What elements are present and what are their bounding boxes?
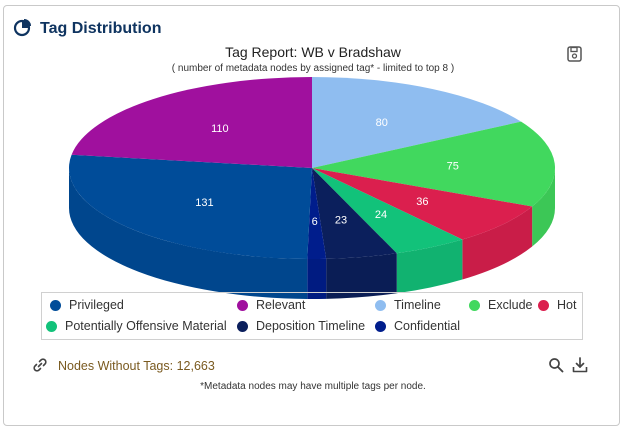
legend-label: Privileged xyxy=(69,298,124,312)
legend-label: Timeline xyxy=(394,298,441,312)
pie-data-label: 110 xyxy=(211,123,229,135)
pie-slice-privileged[interactable] xyxy=(69,154,312,259)
chart-subtitle: ( number of metadata nodes by assigned t… xyxy=(171,63,455,74)
legend-marker xyxy=(50,299,61,311)
legend-item-relevant[interactable]: Relevant xyxy=(237,298,305,312)
pie-slice-timeline[interactable] xyxy=(312,77,522,168)
footnote: *Metadata nodes may have multiple tags p… xyxy=(200,381,426,392)
legend-marker xyxy=(237,299,248,311)
pie-side-potentially-offensive-material xyxy=(396,239,463,294)
pie-slice-hot[interactable] xyxy=(312,168,533,240)
legend-label: Hot xyxy=(557,298,577,312)
pie-data-label: 75 xyxy=(447,160,459,172)
pie-slice-exclude[interactable] xyxy=(312,121,555,207)
card-header: Tag Distribution xyxy=(12,16,161,42)
pie-data-label: 23 xyxy=(335,215,347,227)
pie-side-deposition-timeline xyxy=(326,253,397,299)
legend-item-timeline[interactable]: Timeline xyxy=(375,298,441,312)
chart-legend: Privileged Relevant Timeline Exclude Hot… xyxy=(41,292,583,340)
legend-item-hot[interactable]: Hot xyxy=(538,298,576,312)
pie-data-label: 80 xyxy=(376,117,388,129)
legend-label: Exclude xyxy=(488,298,533,312)
pie-side-walls xyxy=(69,168,555,299)
pie-slice-deposition-timeline[interactable] xyxy=(312,168,397,259)
pie-side-exclude xyxy=(532,168,555,247)
search-icon[interactable] xyxy=(548,357,564,373)
pie-data-label: 36 xyxy=(416,196,428,208)
legend-item-deposition-timeline[interactable]: Deposition Timeline xyxy=(237,319,365,333)
pie-data-label: 24 xyxy=(375,209,387,221)
pie-data-label: 6 xyxy=(312,216,318,228)
pie-data-label: 131 xyxy=(195,197,213,209)
legend-label: Relevant xyxy=(256,298,306,312)
card-title: Tag Distribution xyxy=(40,20,162,37)
legend-item-confidential[interactable]: Confidential xyxy=(375,319,460,333)
download-icon[interactable] xyxy=(571,356,589,374)
legend-marker xyxy=(46,320,57,332)
legend-label: Deposition Timeline xyxy=(256,319,366,333)
pie-top-faces xyxy=(69,77,555,259)
chart-title: Tag Report: WB v Bradshaw xyxy=(225,44,401,60)
pie-side-confidential xyxy=(307,258,327,299)
legend-marker xyxy=(538,299,549,311)
legend-marker xyxy=(469,299,480,311)
nodes-without-tags[interactable]: Nodes Without Tags: 12,663 xyxy=(58,359,215,373)
pie-slice-confidential[interactable] xyxy=(307,168,327,259)
pie-side-hot xyxy=(462,206,533,280)
legend-item-exclude[interactable]: Exclude xyxy=(469,298,532,312)
link-icon[interactable] xyxy=(32,357,48,373)
legend-marker xyxy=(237,320,248,332)
save-icon[interactable] xyxy=(566,45,584,63)
pie-side-privileged xyxy=(69,168,308,299)
legend-label: Confidential xyxy=(394,319,461,333)
legend-item-privileged[interactable]: Privileged xyxy=(50,298,124,312)
legend-item-potentially-offensive-material[interactable]: Potentially Offensive Material xyxy=(46,319,227,333)
legend-label: Potentially Offensive Material xyxy=(65,319,227,333)
pie-data-labels: 80 75 36 24 23 6 131 110 xyxy=(195,117,459,228)
legend-marker xyxy=(375,299,386,311)
pie-slice-potentially-offensive-material[interactable] xyxy=(312,168,463,254)
pie-slice-relevant[interactable] xyxy=(71,77,312,168)
pie-chart-icon xyxy=(12,17,32,42)
legend-marker xyxy=(375,320,386,332)
